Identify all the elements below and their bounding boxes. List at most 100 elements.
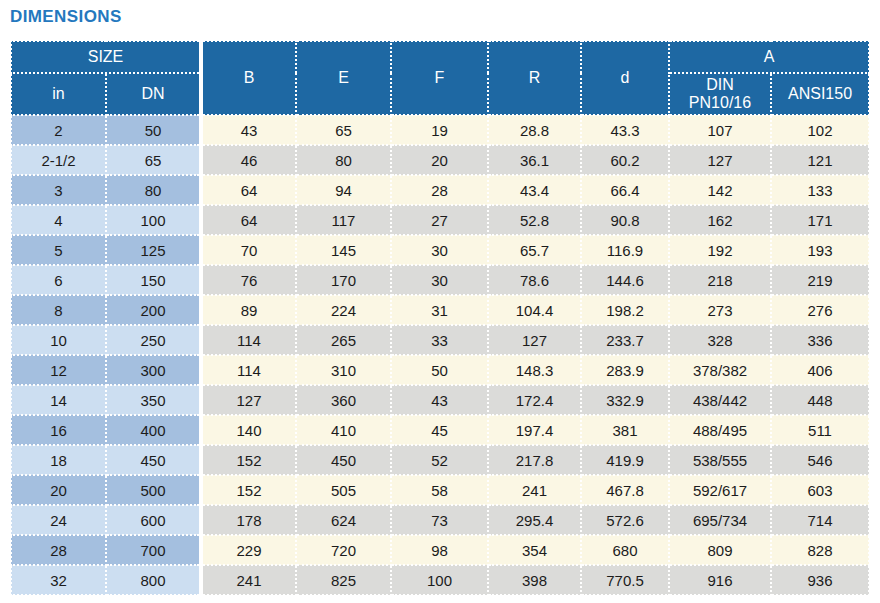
size-cell: 2 — [11, 115, 106, 145]
dimension-cell: 28 — [391, 175, 488, 205]
size-cell: 18 — [11, 445, 106, 475]
table-row: 5125701453065.7116.9192193 — [11, 235, 869, 265]
header-col-r: R — [488, 41, 581, 115]
table-row: 1025011426533127233.7328336 — [11, 325, 869, 355]
dimension-cell: 825 — [296, 565, 391, 595]
dimension-cell: 511 — [771, 415, 869, 445]
header-col-b: B — [201, 41, 296, 115]
header-col-dn: DN — [106, 73, 201, 115]
dimension-cell: 172.4 — [488, 385, 581, 415]
page: DIMENSIONS SIZE B E F R d A in DN DIN PN… — [0, 7, 880, 596]
table-row: 1640014041045197.4381488/495511 — [11, 415, 869, 445]
dimension-cell: 46 — [201, 145, 296, 175]
dimension-cell: 217.8 — [488, 445, 581, 475]
dimension-cell: 43.3 — [581, 115, 669, 145]
table-row: 1435012736043172.4332.9438/442448 — [11, 385, 869, 415]
dimension-cell: 467.8 — [581, 475, 669, 505]
dimension-cell: 233.7 — [581, 325, 669, 355]
dimension-cell: 28.8 — [488, 115, 581, 145]
dimension-cell: 450 — [296, 445, 391, 475]
dimension-cell: 283.9 — [581, 355, 669, 385]
dimension-cell: 30 — [391, 235, 488, 265]
dimension-cell: 828 — [771, 535, 869, 565]
dimension-cell: 114 — [201, 355, 296, 385]
dimension-cell: 70 — [201, 235, 296, 265]
size-cell: 450 — [106, 445, 201, 475]
dimension-cell: 406 — [771, 355, 869, 385]
dimension-cell: 378/382 — [669, 355, 771, 385]
dimension-cell: 241 — [488, 475, 581, 505]
dimension-cell: 295.4 — [488, 505, 581, 535]
dimension-cell: 33 — [391, 325, 488, 355]
dimension-cell: 171 — [771, 205, 869, 235]
dimension-cell: 107 — [669, 115, 771, 145]
dimension-cell: 78.6 — [488, 265, 581, 295]
dimension-cell: 89 — [201, 295, 296, 325]
size-cell: 24 — [11, 505, 106, 535]
dimension-cell: 102 — [771, 115, 869, 145]
dimension-cell: 133 — [771, 175, 869, 205]
dimension-cell: 438/442 — [669, 385, 771, 415]
dimension-cell: 572.6 — [581, 505, 669, 535]
dimension-cell: 714 — [771, 505, 869, 535]
dimension-cell: 152 — [201, 445, 296, 475]
dimension-cell: 192 — [669, 235, 771, 265]
dimension-cell: 73 — [391, 505, 488, 535]
dimension-cell: 328 — [669, 325, 771, 355]
dimension-cell: 505 — [296, 475, 391, 505]
dimension-cell: 381 — [581, 415, 669, 445]
dimension-cell: 27 — [391, 205, 488, 235]
size-cell: 300 — [106, 355, 201, 385]
dimension-cell: 116.9 — [581, 235, 669, 265]
table-row: 25043651928.843.3107102 — [11, 115, 869, 145]
dimension-cell: 170 — [296, 265, 391, 295]
dimension-cell: 65 — [296, 115, 391, 145]
size-cell: 700 — [106, 535, 201, 565]
size-cell: 16 — [11, 415, 106, 445]
dimension-cell: 117 — [296, 205, 391, 235]
dimension-cell: 310 — [296, 355, 391, 385]
dimension-cell: 64 — [201, 175, 296, 205]
table-body: 25043651928.843.31071022-1/26546802036.1… — [11, 115, 869, 595]
dimension-cell: 19 — [391, 115, 488, 145]
dimension-cell: 65.7 — [488, 235, 581, 265]
dimension-cell: 224 — [296, 295, 391, 325]
dimension-cell: 178 — [201, 505, 296, 535]
dimension-cell: 104.4 — [488, 295, 581, 325]
dimension-cell: 336 — [771, 325, 869, 355]
size-cell: 50 — [106, 115, 201, 145]
dimension-cell: 624 — [296, 505, 391, 535]
header-row-groups: SIZE B E F R d A — [11, 41, 869, 73]
dimension-cell: 30 — [391, 265, 488, 295]
size-cell: 32 — [11, 565, 106, 595]
dimension-cell: 720 — [296, 535, 391, 565]
table-row: 2-1/26546802036.160.2127121 — [11, 145, 869, 175]
dimension-cell: 144.6 — [581, 265, 669, 295]
dimension-cell: 127 — [201, 385, 296, 415]
dimension-cell: 64 — [201, 205, 296, 235]
size-cell: 80 — [106, 175, 201, 205]
dimension-cell: 58 — [391, 475, 488, 505]
table-row: 1230011431050148.3283.9378/382406 — [11, 355, 869, 385]
size-cell: 350 — [106, 385, 201, 415]
dimension-cell: 332.9 — [581, 385, 669, 415]
dimension-cell: 43 — [391, 385, 488, 415]
dimension-cell: 354 — [488, 535, 581, 565]
dimension-cell: 197.4 — [488, 415, 581, 445]
dimension-cell: 45 — [391, 415, 488, 445]
dimension-cell: 546 — [771, 445, 869, 475]
size-cell: 400 — [106, 415, 201, 445]
size-cell: 5 — [11, 235, 106, 265]
dimension-cell: 229 — [201, 535, 296, 565]
dimension-cell: 100 — [391, 565, 488, 595]
dimension-cell: 680 — [581, 535, 669, 565]
table-row: 6150761703078.6144.6218219 — [11, 265, 869, 295]
dimension-cell: 20 — [391, 145, 488, 175]
size-cell: 20 — [11, 475, 106, 505]
dimension-cell: 90.8 — [581, 205, 669, 235]
header-col-ansi150: ANSI150 — [771, 73, 869, 115]
dimension-cell: 127 — [488, 325, 581, 355]
size-cell: 65 — [106, 145, 201, 175]
size-cell: 125 — [106, 235, 201, 265]
dimension-cell: 538/555 — [669, 445, 771, 475]
